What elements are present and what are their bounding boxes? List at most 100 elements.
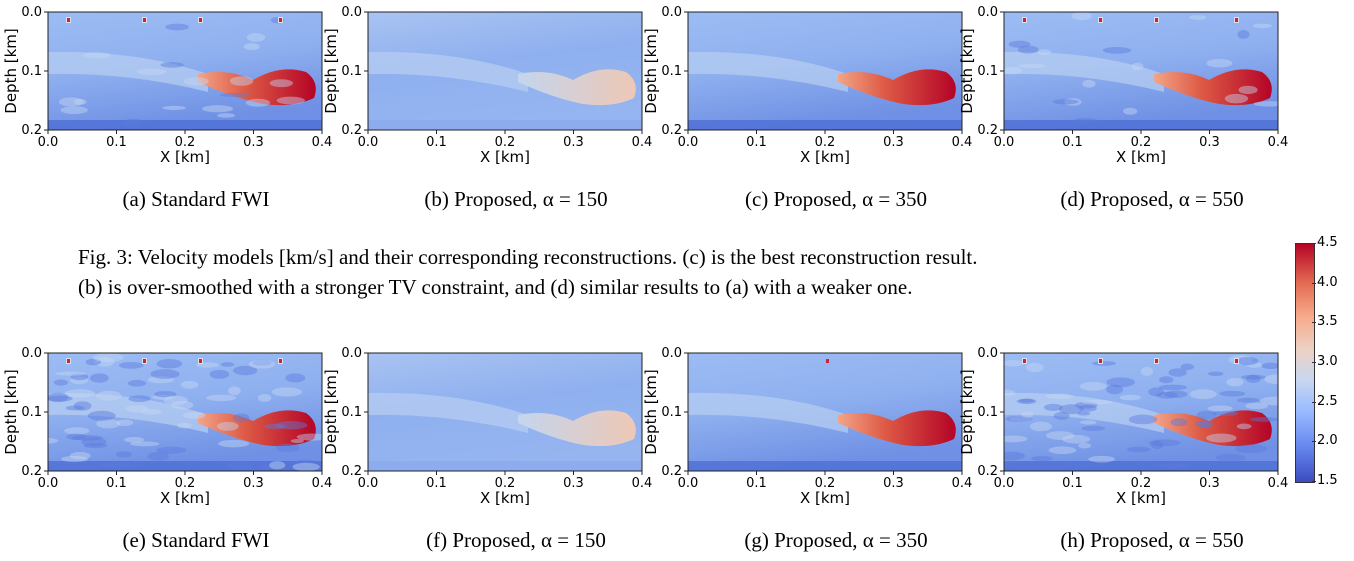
y-tick-label: 0.0 [21, 346, 42, 361]
x-tick-label: 0.2 [1131, 135, 1152, 150]
x-tick-label: 0.3 [563, 135, 584, 150]
y-axis-label: Depth [km] [958, 369, 976, 454]
velocity-map: 0.0 0.1 0.2 0.3 0.40.00.10.2X [km]Depth [km] [642, 346, 973, 507]
x-tick-label: 0.3 [1199, 135, 1220, 150]
figure3-panel-2: 0.0 0.1 0.2 0.3 0.4 0.0 0.1 0.2 X [km] Depth [km] [320, 0, 653, 166]
x-tick-label: 0.2 [1131, 476, 1152, 491]
x-axis-label: X [km] [1116, 148, 1166, 166]
subfigure-caption: (b) Proposed, α = 150 [424, 187, 608, 211]
x-tick-label: 0.4 [632, 135, 653, 150]
y-tick-label: 0.1 [21, 64, 42, 79]
x-tick-label: 0.0 [38, 476, 59, 491]
y-axis-label: Depth [km] [642, 369, 660, 454]
colorbar [1295, 243, 1315, 483]
x-tick-label: 0.3 [883, 476, 904, 491]
x-tick-label: 0.3 [563, 476, 584, 491]
x-tick-label: 0.2 [815, 476, 836, 491]
colorbar-tick-label: 4.5 [1312, 235, 1338, 250]
x-axis-label: X [km] [1116, 489, 1166, 507]
y-tick-label: 0.1 [341, 405, 362, 420]
y-tick-label: 0.0 [341, 346, 362, 361]
x-tick-label: 0.4 [312, 476, 333, 491]
x-tick-label: 0.1 [426, 476, 447, 491]
subfigure-caption: (g) Proposed, α = 350 [744, 528, 928, 552]
x-tick-label: 0.0 [38, 135, 59, 150]
x-tick-label: 0.1 [746, 135, 767, 150]
y-tick-label: 0.2 [977, 123, 998, 138]
x-tick-label: 0.4 [1268, 476, 1289, 491]
y-axis-label: Depth [km] [2, 28, 20, 113]
caption-line-2: (b) is over-smoothed with a stronger TV … [78, 275, 913, 299]
y-tick-label: 0.1 [977, 405, 998, 420]
y-tick-label: 0.2 [661, 123, 682, 138]
x-tick-label: 0.1 [426, 135, 447, 150]
velocity-map: 0.0 0.1 0.2 0.3 0.40.00.10.2X [km]Depth [km] [642, 5, 973, 166]
x-tick-label: 0.0 [994, 135, 1015, 150]
velocity-map: 0.0 0.1 0.2 0.3 0.40.00.10.2X [km]Depth [km] [958, 5, 1289, 166]
colorbar-tick-label: 2.0 [1312, 433, 1338, 449]
y-tick-label: 0.0 [341, 5, 362, 20]
figure4-panel-4: 0.0 0.1 0.2 0.3 0.4 0.0 0.1 0.2 X [km] Depth [km] [956, 341, 1289, 507]
x-tick-label: 0.0 [358, 135, 379, 150]
velocity-map: 0.0 0.1 0.2 0.3 0.40.00.10.2X [km]Depth [km] [2, 5, 333, 166]
x-tick-label: 0.2 [495, 476, 516, 491]
x-tick-label: 0.4 [952, 135, 973, 150]
x-tick-label: 0.4 [952, 476, 973, 491]
figure4-panel-2: 0.0 0.1 0.2 0.3 0.4 0.0 0.1 0.2 X [km] Depth [km] [320, 341, 652, 507]
x-tick-label: 0.2 [495, 135, 516, 150]
y-tick-label: 0.1 [21, 405, 42, 420]
y-tick-label: 0.2 [21, 123, 42, 138]
figure-caption: Fig. 3: Velocity models [km/s] and their… [78, 242, 1288, 302]
x-tick-label: 0.3 [883, 135, 904, 150]
velocity-map: 0.0 0.1 0.2 0.3 0.40.00.10.2X [km]Depth [km] [958, 346, 1289, 507]
y-tick-label: 0.0 [977, 346, 998, 361]
x-axis-label: X [km] [800, 148, 850, 166]
x-tick-label: 0.1 [106, 135, 127, 150]
x-tick-label: 0.0 [994, 476, 1015, 491]
y-tick-label: 0.2 [341, 123, 362, 138]
subfigure-caption: (f) Proposed, α = 150 [426, 528, 606, 552]
y-tick-label: 0.0 [21, 5, 42, 20]
figure4-panel-1: 0.0 0.1 0.2 0.3 0.4 0.0 0.1 0.2 X [km] Depth [km] [0, 341, 333, 507]
y-axis-label: Depth [km] [322, 369, 340, 454]
velocity-map: 0.0 0.1 0.2 0.3 0.40.00.10.2X [km]Depth [km] [2, 346, 333, 507]
colorbar-tick-label: 2.5 [1312, 393, 1338, 409]
y-tick-label: 0.1 [341, 64, 362, 79]
y-axis-label: Depth [km] [322, 28, 340, 113]
subfigure-caption: (a) Standard FWI [122, 187, 270, 211]
x-axis-label: X [km] [800, 489, 850, 507]
x-tick-label: 0.3 [1199, 476, 1220, 491]
x-tick-label: 0.0 [678, 476, 699, 491]
x-tick-label: 0.3 [243, 476, 264, 491]
y-tick-label: 0.0 [661, 346, 682, 361]
x-axis-label: X [km] [480, 489, 530, 507]
y-tick-label: 0.1 [661, 405, 682, 420]
x-tick-label: 0.4 [312, 135, 333, 150]
x-tick-label: 0.1 [1062, 476, 1083, 491]
x-tick-label: 0.2 [815, 135, 836, 150]
y-tick-label: 0.2 [661, 464, 682, 479]
figure3-panel-3: 0.0 0.1 0.2 0.3 0.4 0.0 0.1 0.2 X [km] Depth [km] [640, 0, 973, 166]
y-tick-label: 0.2 [341, 464, 362, 479]
x-tick-label: 0.1 [106, 476, 127, 491]
x-tick-label: 0.2 [175, 135, 196, 150]
subfigure-caption: (d) Proposed, α = 550 [1060, 187, 1244, 211]
figure4-panel-3: 0.0 0.1 0.2 0.3 0.4 0.0 0.1 0.2 X [km] Depth [km] [640, 341, 973, 507]
subfigure-caption: (c) Proposed, α = 350 [744, 187, 928, 211]
velocity-map: 0.0 0.1 0.2 0.3 0.40.00.10.2X [km]Depth [km] [322, 346, 652, 507]
figure3-panel-1: 0.0 0.1 0.2 0.3 0.4 0.0 0.1 0.2 X [km] Depth [km] [0, 0, 333, 166]
x-tick-label: 0.1 [746, 476, 767, 491]
x-tick-label: 0.4 [1268, 135, 1289, 150]
y-axis-label: Depth [km] [642, 28, 660, 113]
subfigure-caption: (e) Standard FWI [122, 528, 270, 552]
colorbar-tick-label: 1.5 [1312, 473, 1338, 488]
y-axis-label: Depth [km] [2, 369, 20, 454]
y-tick-label: 0.2 [21, 464, 42, 479]
y-tick-label: 0.2 [977, 464, 998, 479]
x-tick-label: 0.3 [243, 135, 264, 150]
velocity-map: 0.0 0.1 0.2 0.3 0.40.00.10.2X [km]Depth [km] [322, 5, 653, 166]
colorbar-tick-label: 4.0 [1312, 274, 1338, 290]
x-tick-label: 0.1 [1062, 135, 1083, 150]
x-tick-label: 0.2 [175, 476, 196, 491]
figure3-panel-4: 0.0 0.1 0.2 0.3 0.4 0.0 0.1 0.2 X [km] Depth [km] [956, 0, 1289, 166]
